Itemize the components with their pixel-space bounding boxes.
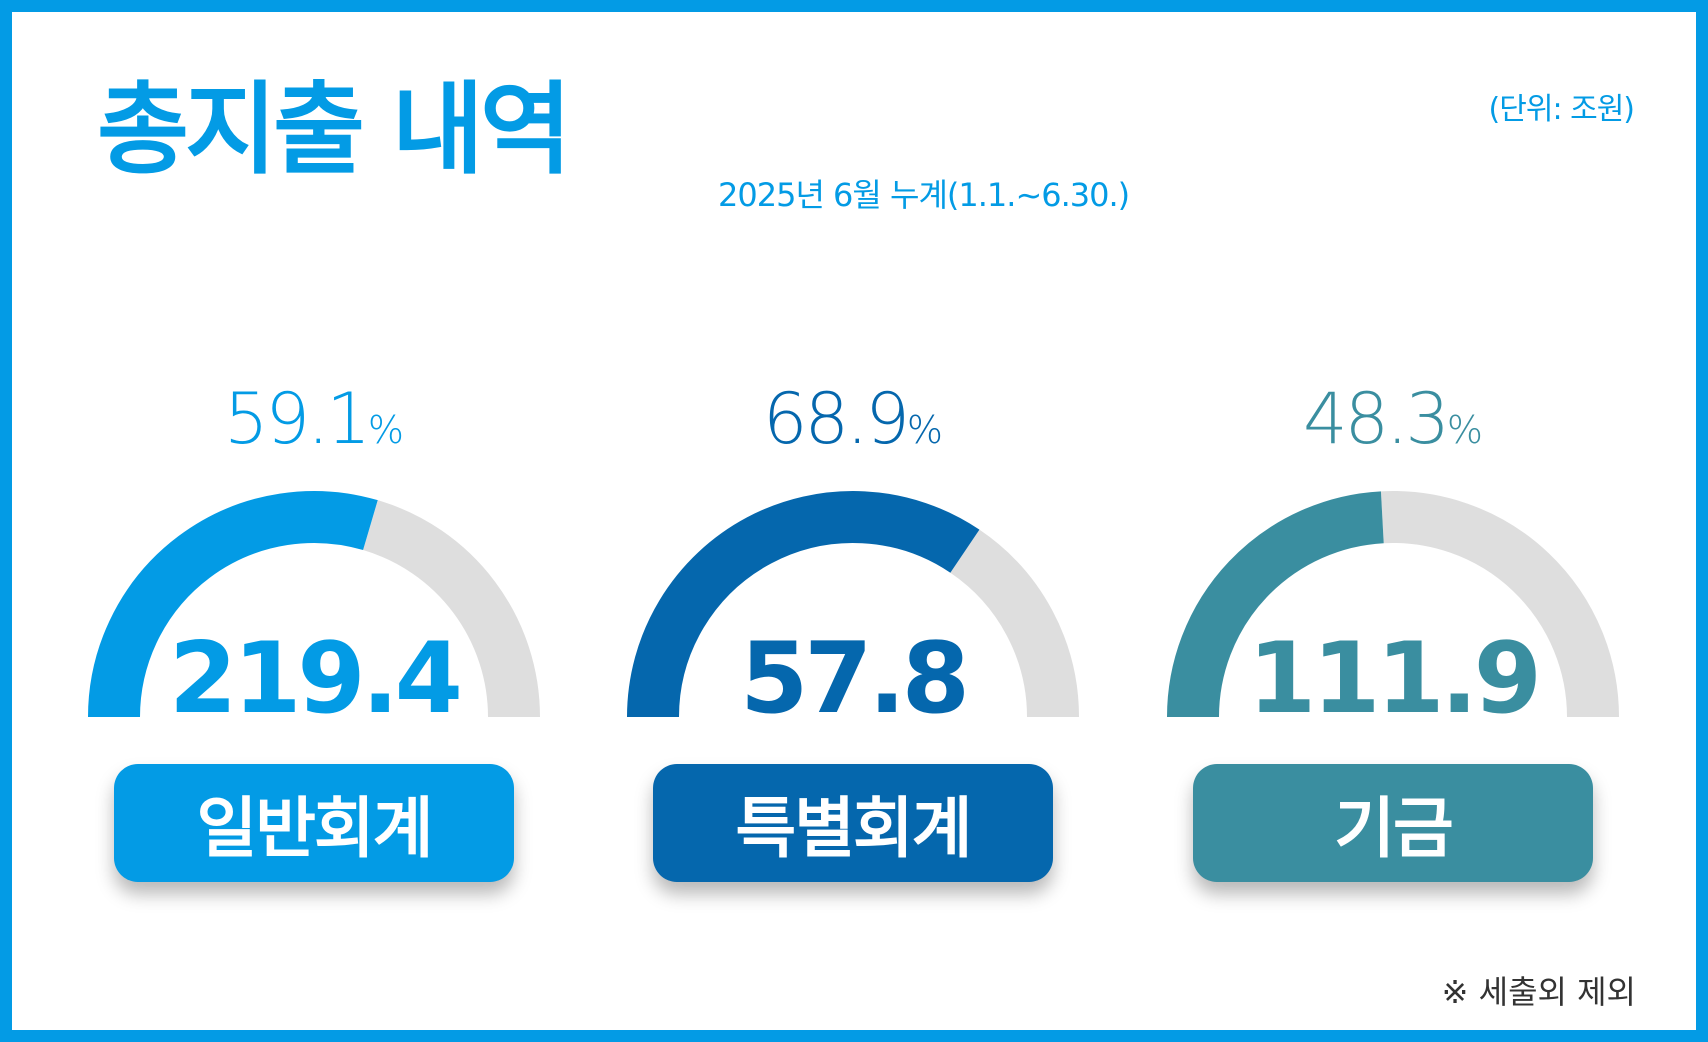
gauge-percent-sign: %	[906, 408, 943, 452]
gauge-track-0	[362, 500, 540, 718]
page-title: 총지출 내역	[97, 71, 572, 188]
unit-label: (단위: 조원)	[1488, 92, 1635, 127]
gauge-percent-value: 68.9	[763, 378, 910, 460]
category-label: 일반회계	[196, 790, 434, 867]
gauge-value-2: 111.9	[1248, 622, 1542, 736]
gauge-percent-1: 68.9%	[703, 378, 1003, 460]
footnote: ※ 세출외 제외	[1441, 973, 1636, 1011]
gauge-value-1: 57.8	[740, 622, 970, 736]
category-label: 특별회계	[735, 790, 973, 867]
gauge-percent-sign: %	[367, 408, 404, 452]
category-label-box-0: 일반회계	[114, 764, 514, 882]
category-label-box-1: 특별회계	[653, 764, 1053, 882]
period-subtitle: 2025년 6월 누계(1.1.~6.30.)	[718, 176, 1130, 214]
gauge-track-1	[949, 529, 1079, 718]
gauge-track-2	[1380, 491, 1619, 718]
gauge-percent-0: 59.1%	[164, 378, 464, 460]
gauge-arc-1	[627, 491, 980, 718]
gauge-arc-2	[1167, 491, 1385, 718]
category-label: 기금	[1334, 790, 1453, 867]
gauge-arc-0	[88, 491, 378, 718]
gauge-percent-sign: %	[1446, 408, 1483, 452]
gauge-value-0: 219.4	[169, 622, 463, 736]
category-label-box-2: 기금	[1193, 764, 1593, 882]
gauge-percent-value: 48.3	[1303, 378, 1450, 460]
gauge-percent-value: 59.1	[224, 378, 371, 460]
gauge-percent-2: 48.3%	[1243, 378, 1543, 460]
